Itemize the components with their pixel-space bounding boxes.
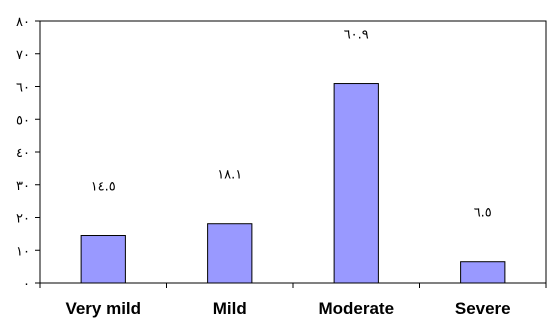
bar-series — [80, 83, 506, 284]
data-label: ١٨.١ — [217, 168, 242, 183]
y-tick-label: ٥٠ — [16, 113, 30, 128]
category-label: Severe — [455, 299, 511, 318]
bar — [333, 83, 379, 284]
data-labels: ١٤.٥ ١٨.١ ٦٠.٩ ٦.٥ — [91, 28, 492, 221]
y-tick-label: ٠ — [23, 277, 30, 292]
y-axis-ticks: ٠ ١٠ ٢٠ ٣٠ ٤٠ ٥٠ ٦٠ ٧٠ ٨٠ — [16, 15, 40, 292]
y-tick-label: ١٠ — [16, 244, 30, 259]
y-tick-label: ٣٠ — [16, 179, 30, 194]
x-axis-ticks — [39, 283, 547, 288]
y-tick-label: ٧٠ — [16, 48, 30, 63]
y-tick-label: ٤٠ — [16, 146, 30, 161]
y-tick-label: ٦٠ — [16, 81, 30, 96]
category-label: Moderate — [318, 299, 394, 318]
bar — [80, 235, 126, 284]
category-label: Mild — [213, 299, 247, 318]
bar — [207, 223, 253, 284]
category-label: Very mild — [65, 299, 141, 318]
data-label: ٦.٥ — [474, 206, 492, 221]
y-tick-label: ٢٠ — [16, 212, 30, 227]
data-label: ١٤.٥ — [91, 180, 116, 195]
category-labels: Very mild Mild Moderate Severe — [65, 299, 510, 318]
data-label: ٦٠.٩ — [344, 28, 369, 43]
bar — [460, 261, 506, 284]
y-tick-label: ٨٠ — [16, 15, 30, 30]
